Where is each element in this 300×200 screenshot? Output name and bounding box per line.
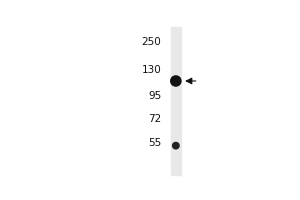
Text: 130: 130: [142, 65, 161, 75]
Text: 72: 72: [148, 114, 161, 124]
Ellipse shape: [172, 142, 179, 149]
Bar: [171, 27, 181, 175]
Text: 55: 55: [148, 138, 161, 148]
Ellipse shape: [171, 76, 181, 86]
Text: 95: 95: [148, 91, 161, 101]
Text: 250: 250: [142, 37, 161, 47]
